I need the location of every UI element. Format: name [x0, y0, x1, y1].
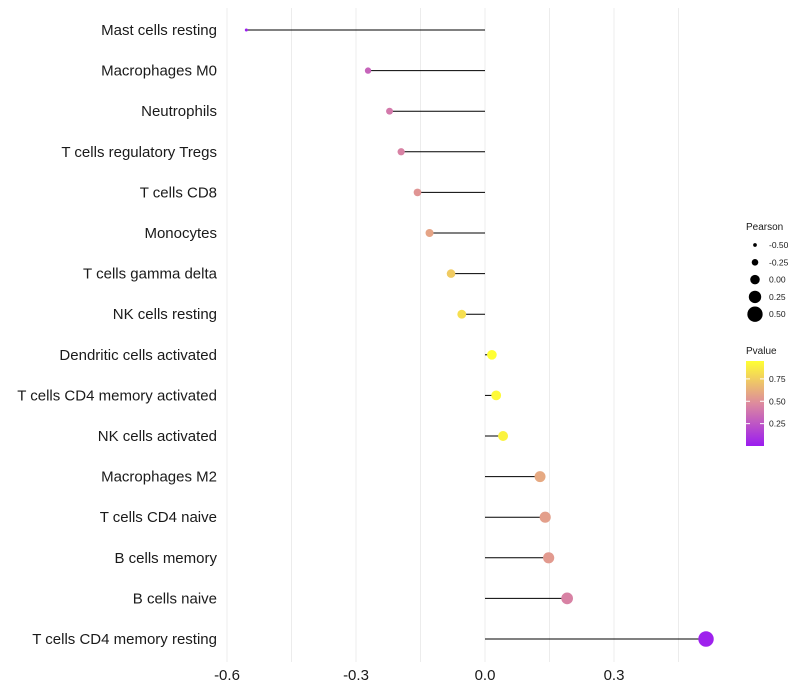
data-point — [364, 67, 372, 74]
data-point — [244, 28, 248, 32]
legend-size-label: 0.50 — [769, 309, 786, 319]
legend-pvalue: Pvalue 0.75 0.50 0.25 — [746, 346, 786, 446]
stems — [246, 29, 707, 640]
legend-size-dot — [748, 290, 762, 304]
y-axis-labels: Mast cells resting Macrophages M0 Neutroph… — [17, 22, 217, 648]
legend-pearson: Pearson -0.50 -0.25 0.00 0.25 0.50 — [746, 222, 789, 322]
x-tick-label: -0.3 — [343, 667, 369, 684]
data-point — [446, 269, 456, 278]
grid-lines — [226, 8, 679, 662]
legend-pearson-title: Pearson — [746, 222, 783, 233]
category-label: T cells gamma delta — [83, 266, 218, 283]
category-label: Mast cells resting — [101, 22, 217, 39]
category-label: T cells CD8 — [140, 184, 217, 201]
pvalue-colorbar — [746, 361, 764, 446]
category-label: T cells regulatory Tregs — [61, 144, 217, 161]
data-point — [698, 631, 714, 647]
data-point — [425, 229, 434, 237]
data-point — [487, 349, 497, 360]
data-point — [386, 107, 394, 115]
category-label: Neutrophils — [141, 103, 217, 120]
data-point — [491, 390, 502, 401]
colorbar-tick-label: 0.50 — [769, 396, 786, 406]
x-tick-label: 0.3 — [604, 667, 625, 684]
legend-size-dot — [753, 243, 757, 247]
data-point — [561, 592, 573, 605]
legend-size-dot — [747, 306, 763, 322]
category-label: NK cells resting — [113, 306, 217, 323]
category-label: B cells naive — [133, 590, 217, 607]
colorbar-tick-label: 0.75 — [769, 374, 786, 384]
x-axis-ticks: -0.6 -0.3 0.0 0.3 — [214, 667, 624, 684]
category-label: B cells memory — [114, 550, 217, 567]
legend-size-label: 0.25 — [769, 292, 786, 302]
data-point — [534, 471, 546, 483]
category-label: NK cells activated — [98, 428, 217, 445]
data-point — [539, 511, 551, 523]
category-label: Dendritic cells activated — [59, 347, 217, 364]
legend-size-label: -0.50 — [769, 240, 789, 250]
legend-size-dot — [751, 259, 759, 266]
data-point — [457, 309, 467, 319]
legend-size-label: 0.00 — [769, 275, 786, 285]
category-label: T cells CD4 memory activated — [17, 387, 217, 404]
category-label: Macrophages M2 — [101, 469, 217, 486]
x-tick-label: -0.6 — [214, 667, 240, 684]
colorbar-tick-label: 0.25 — [769, 419, 786, 429]
data-point — [397, 148, 405, 156]
category-label: T cells CD4 memory resting — [32, 631, 217, 648]
legend-size-label: -0.25 — [769, 257, 789, 267]
category-label: Macrophages M0 — [101, 63, 217, 80]
x-tick-label: 0.0 — [475, 667, 496, 684]
category-label: Monocytes — [144, 225, 217, 242]
legend-size-dot — [750, 274, 760, 285]
data-point — [543, 552, 555, 564]
category-label: T cells CD4 naive — [100, 509, 217, 526]
data-point — [413, 188, 422, 197]
legend-pvalue-title: Pvalue — [746, 346, 777, 357]
data-point — [498, 431, 509, 441]
points — [244, 28, 714, 647]
